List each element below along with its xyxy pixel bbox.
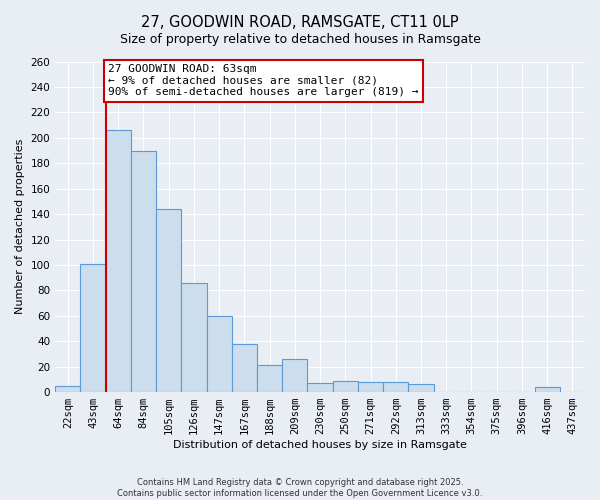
Y-axis label: Number of detached properties: Number of detached properties [15, 139, 25, 314]
Bar [535, 387, 560, 392]
Text: 27 GOODWIN ROAD: 63sqm
← 9% of detached houses are smaller (82)
90% of semi-deta: 27 GOODWIN ROAD: 63sqm ← 9% of detached … [108, 64, 419, 97]
Bar [206, 316, 232, 392]
Bar [181, 282, 206, 392]
X-axis label: Distribution of detached houses by size in Ramsgate: Distribution of detached houses by size … [173, 440, 467, 450]
Bar [307, 383, 332, 392]
Bar [131, 150, 156, 392]
Bar [383, 382, 409, 392]
Text: Size of property relative to detached houses in Ramsgate: Size of property relative to detached ho… [119, 32, 481, 46]
Bar [282, 359, 307, 392]
Bar [106, 130, 131, 392]
Bar [156, 209, 181, 392]
Text: 27, GOODWIN ROAD, RAMSGATE, CT11 0LP: 27, GOODWIN ROAD, RAMSGATE, CT11 0LP [141, 15, 459, 30]
Bar [232, 344, 257, 392]
Bar [358, 382, 383, 392]
Bar [332, 380, 358, 392]
Bar [55, 386, 80, 392]
Text: Contains HM Land Registry data © Crown copyright and database right 2025.
Contai: Contains HM Land Registry data © Crown c… [118, 478, 482, 498]
Bar [409, 384, 434, 392]
Bar [80, 264, 106, 392]
Bar [257, 366, 282, 392]
